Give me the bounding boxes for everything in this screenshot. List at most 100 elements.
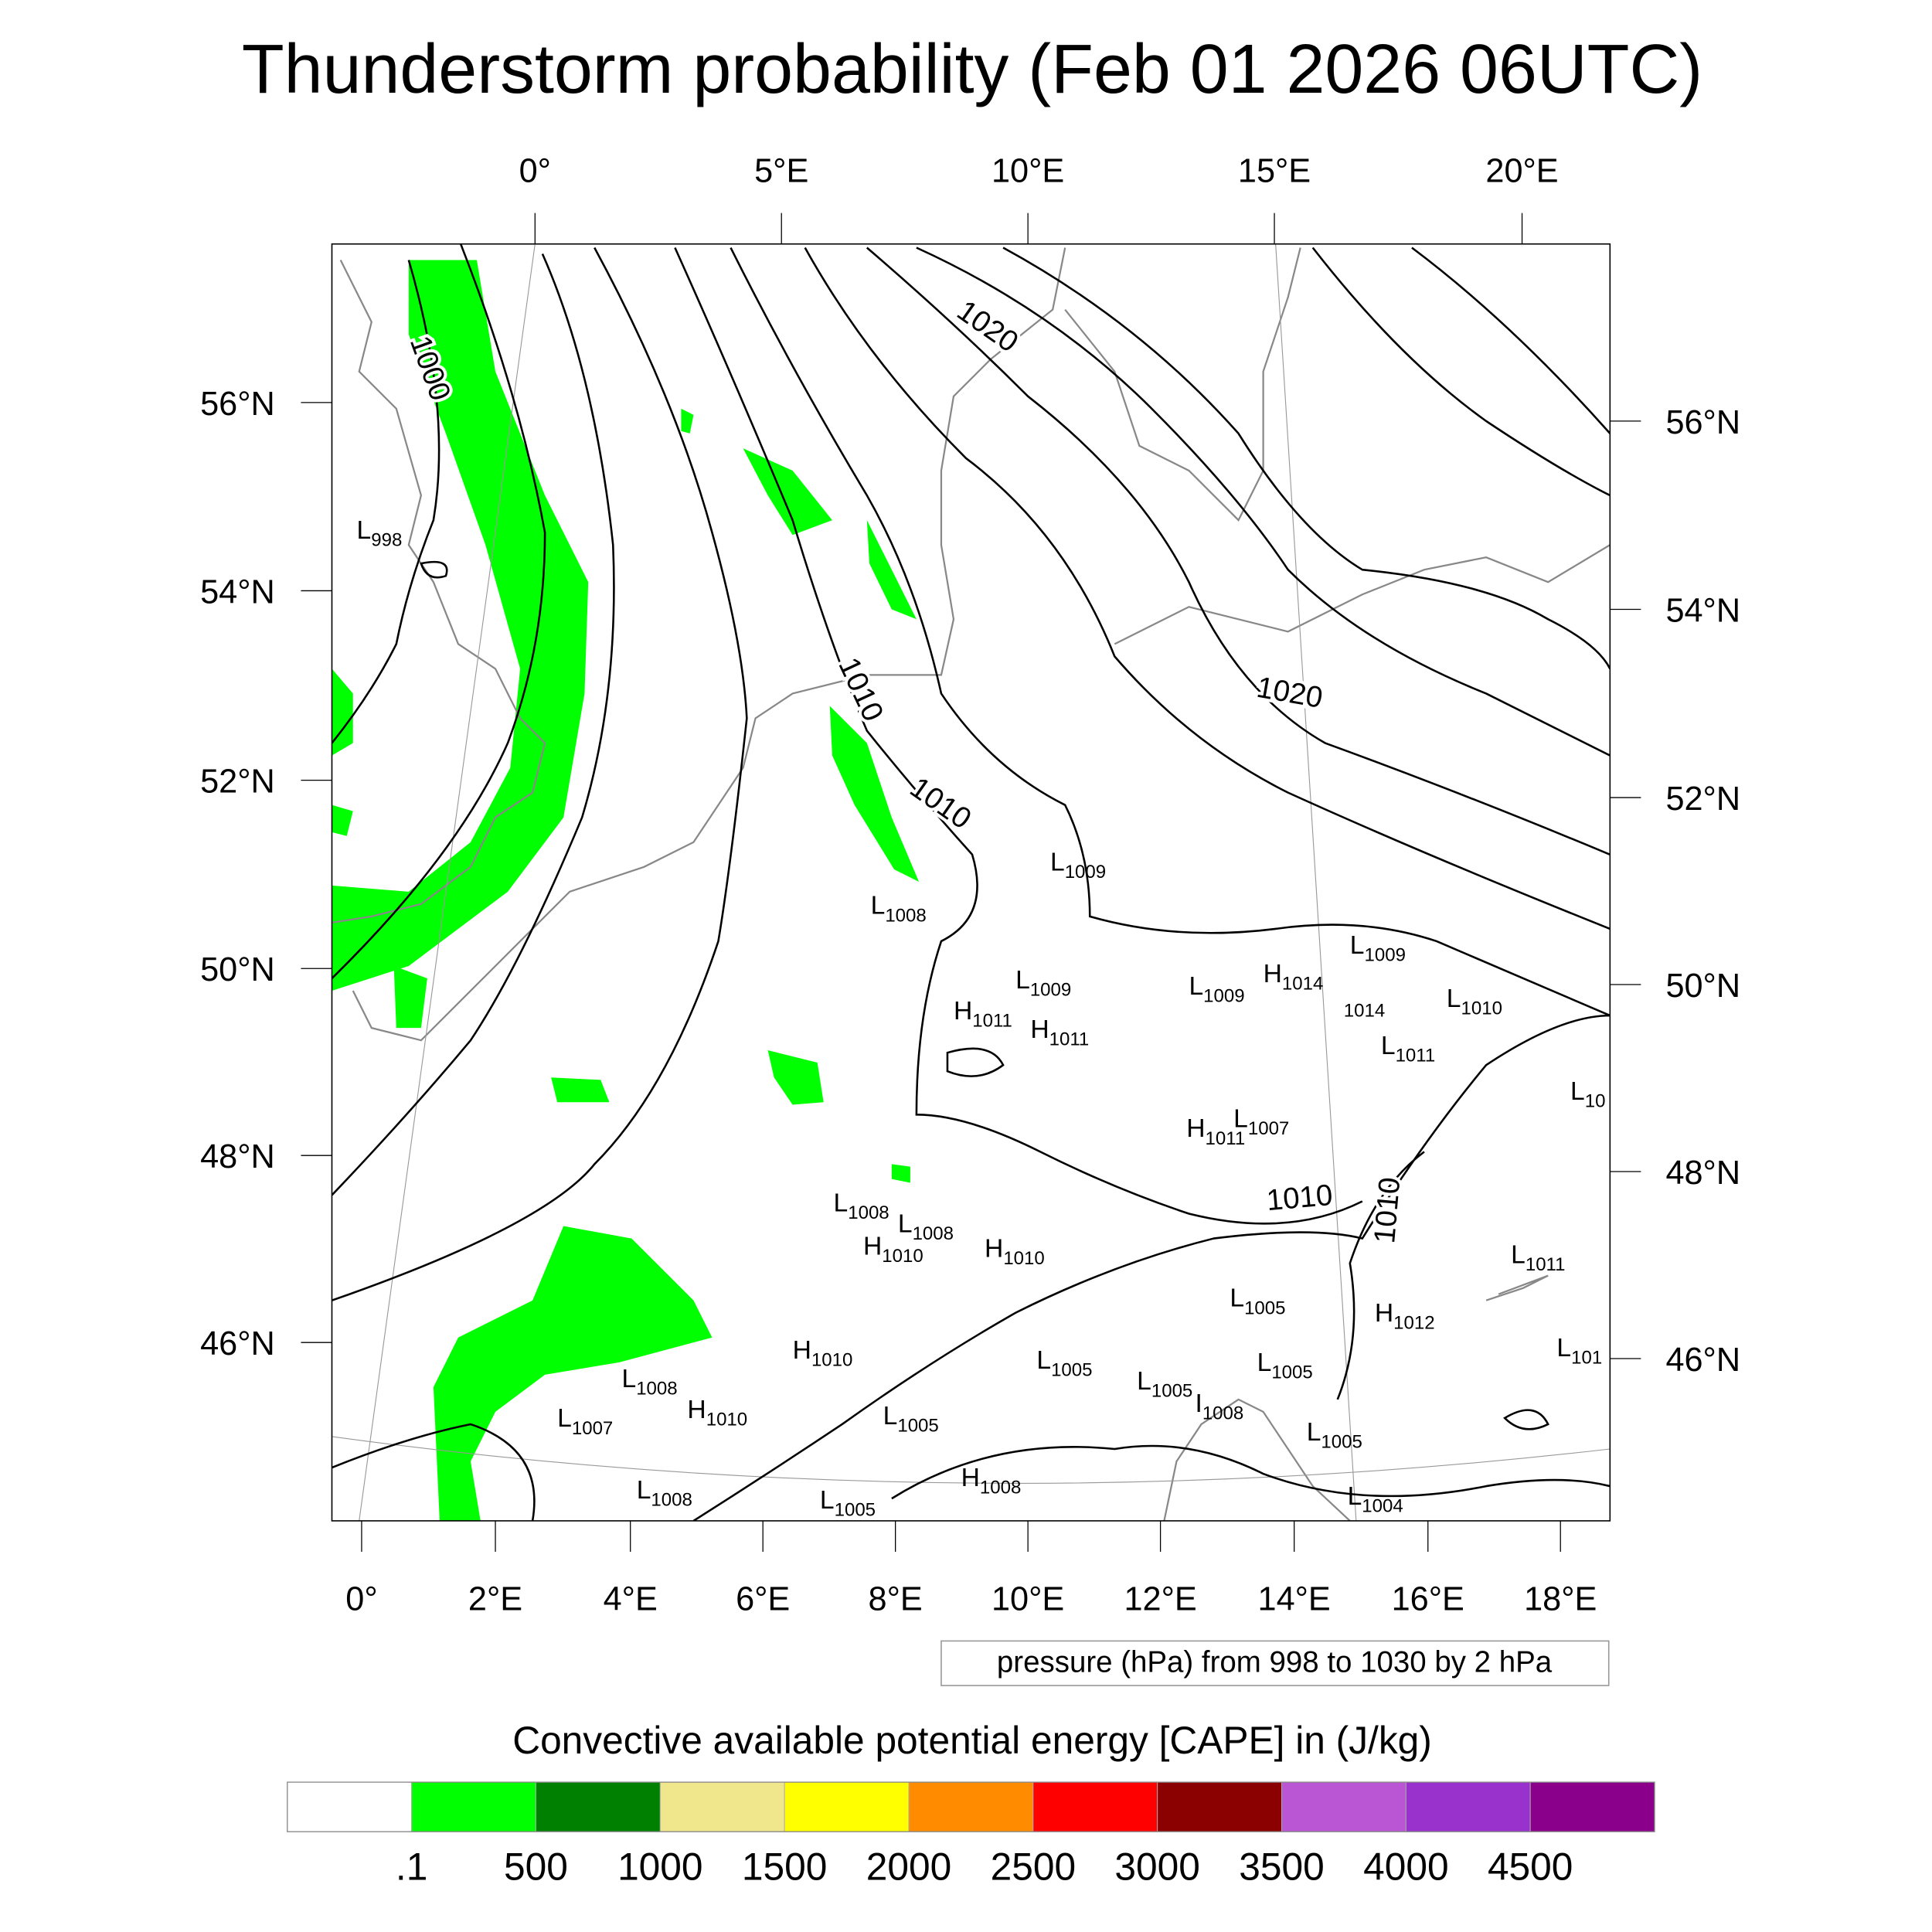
cape-area (767, 1049, 824, 1105)
pressure-center-label: L998 (357, 516, 403, 551)
top-lon-tick-label: 20°E (1485, 153, 1558, 190)
left-lat-tick-label: 46°N (200, 1325, 275, 1362)
colorbar-swatch (1405, 1781, 1531, 1832)
colorbar-frame (287, 1781, 1655, 1832)
cape-area (332, 804, 353, 836)
isobar (891, 1444, 1611, 1500)
pressure-center-label: L1005 (1137, 1367, 1192, 1402)
cape-area (433, 1226, 713, 1521)
isobar (332, 243, 546, 979)
isobar (1503, 1409, 1549, 1430)
chart-title: Thunderstorm probability (Feb 01 2026 06… (242, 31, 1702, 108)
coastline-lake (1485, 1274, 1549, 1301)
pressure-center-label: L1011 (1381, 1032, 1435, 1066)
pressure-center-label: H1010 (985, 1235, 1045, 1270)
right-lat-tick-label: 50°N (1665, 968, 1740, 1005)
pressure-center-label: L1009 (1350, 931, 1406, 966)
pressure-center-label: L1009 (1015, 966, 1071, 1001)
pressure-center-label: L1008 (871, 892, 927, 927)
left-lat-tick-label: 50°N (200, 951, 275, 988)
map-frame (331, 243, 1611, 1522)
colorbar-label: 4500 (1488, 1845, 1573, 1889)
isobars (332, 243, 1611, 1521)
bottom-lon-tick-label: 16°E (1392, 1580, 1464, 1617)
top-lon-tick-label: 10°E (992, 153, 1064, 190)
colorbar-label: 4000 (1363, 1845, 1448, 1889)
colorbar-label: 3500 (1239, 1845, 1324, 1889)
pressure-center-label: L1011 (1511, 1241, 1565, 1276)
pressure-center-label: L1005 (820, 1486, 876, 1521)
coastline-baltic (1114, 544, 1611, 645)
colorbar-label: .1 (396, 1845, 427, 1889)
isobar (730, 247, 1611, 1017)
contour-info-box: pressure (hPa) from 998 to 1030 by 2 hPa (940, 1640, 1610, 1686)
isobar (804, 247, 1611, 930)
right-lat-tick-label: 54°N (1665, 592, 1740, 629)
right-lat-tick-label: 52°N (1665, 781, 1740, 818)
isobar (916, 247, 1611, 757)
pressure-center-label: L1008 (834, 1189, 889, 1223)
isobar (692, 1014, 1611, 1521)
contour-label: 1010 (832, 652, 889, 726)
colorbar-swatch (287, 1781, 413, 1832)
cape-area (332, 668, 353, 756)
pressure-center-label: H1008 (961, 1464, 1022, 1498)
isobar (1002, 247, 1611, 669)
colorbar-swatch (659, 1781, 785, 1832)
colorbar-swatch (784, 1781, 910, 1832)
coastline-continent (352, 247, 1066, 1042)
pressure-center-label: L1009 (1050, 849, 1106, 883)
colorbar-swatch (1281, 1781, 1406, 1832)
pressure-center-label: L1004 (1348, 1482, 1403, 1517)
isobar (332, 1423, 536, 1521)
colorbar-swatch (1157, 1781, 1282, 1832)
right-lat-tick-label: 48°N (1665, 1155, 1740, 1192)
top-lon-tick-label: 0° (519, 153, 551, 190)
cape-area (681, 408, 694, 434)
pressure-center-label: H1011 (1186, 1114, 1245, 1149)
isobar (1411, 247, 1611, 434)
isobar (1311, 247, 1611, 497)
isobar (332, 253, 615, 1196)
coastline-uk (332, 260, 546, 924)
contour-label: 1010 (1368, 1176, 1406, 1245)
colorbar-label: 1000 (617, 1845, 702, 1889)
pressure-center-label: L1009 (1189, 972, 1244, 1007)
colorbar-label: 500 (504, 1845, 568, 1889)
pressure-center-label: L1005 (1307, 1418, 1362, 1453)
colorbar-swatch (411, 1781, 536, 1832)
left-lat-tick-label: 48°N (200, 1138, 275, 1175)
top-lon-tick-label: 15°E (1238, 153, 1311, 190)
contour-label: 1010 (904, 770, 978, 835)
bottom-lon-tick-label: 8°E (869, 1580, 923, 1617)
bottom-lon-tick-label: 18°E (1524, 1580, 1597, 1617)
colorbar-title: Convective available potential energy [C… (512, 1719, 1432, 1762)
axes: 0° 5°E 10°E 15°E 20°E 0° 2°E 4°E 6°E 8°E 10°E 12°E 1… (200, 153, 1740, 1618)
pressure-center-label: L1008 (637, 1476, 692, 1511)
isobar (420, 560, 448, 579)
isobar (332, 247, 748, 1301)
left-lat-tick-label: 56°N (200, 386, 275, 423)
isobar (866, 247, 1611, 855)
colorbar-swatch (535, 1781, 661, 1832)
right-lat-tick-label: 46°N (1665, 1342, 1740, 1379)
contour-label: 1010 (1265, 1179, 1334, 1217)
pressure-center-label: H1014 (1264, 960, 1324, 995)
pressure-center-label: H1010 (863, 1232, 923, 1267)
pressure-center-label: L1005 (1257, 1349, 1313, 1383)
colorbar-label: 2500 (991, 1845, 1076, 1889)
right-lat-tick-label: 56°N (1665, 404, 1740, 441)
pressure-center-label: L1008 (898, 1210, 954, 1245)
pressure-center-label: L1005 (1230, 1284, 1285, 1319)
pressure-center-label: L10 (1570, 1077, 1605, 1112)
left-lat-tick-label: 52°N (200, 764, 275, 801)
bottom-lon-tick-label: 2°E (468, 1580, 522, 1617)
cape-area (829, 706, 920, 883)
contour-label: 1020 (1254, 671, 1325, 715)
coastline-adriatic (1163, 1398, 1351, 1521)
pressure-center-label: L1008 (621, 1365, 677, 1400)
bottom-lon-tick-label: 12°E (1124, 1580, 1196, 1617)
